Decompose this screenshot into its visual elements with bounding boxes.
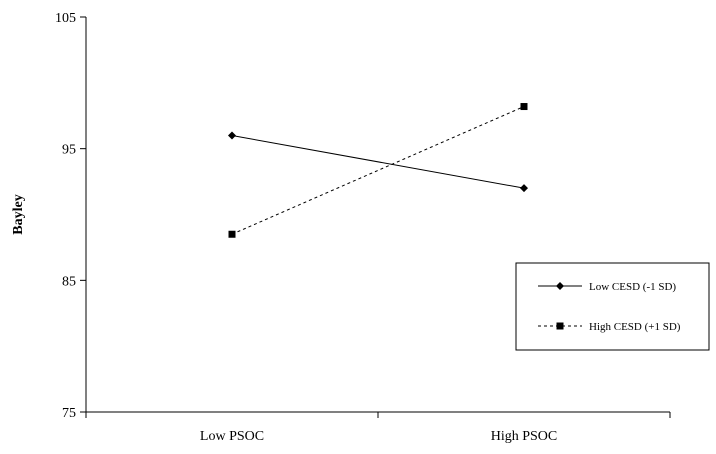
x-tick-label: High PSOC [491,429,558,444]
x-tick-label: Low PSOC [200,429,264,444]
y-axis-label: Bayley [11,194,26,234]
y-tick-label: 75 [62,406,76,421]
x-ticks: Low PSOC High PSOC [85,412,671,444]
series-line [231,106,525,235]
data-point [520,184,528,193]
legend-marker [556,322,564,330]
y-ticks: 105 95 85 75 [55,11,86,421]
y-tick-label: 95 [62,143,76,158]
y-tick-label: 105 [55,11,76,26]
data-point [228,131,236,140]
axes [85,17,670,413]
legend-box [515,262,710,351]
series-line [231,135,525,189]
data-point [228,230,236,238]
series-group [228,103,528,238]
legend: Low CESD (-1 SD) High CESD (+1 SD) [515,262,710,351]
legend-item: Low CESD (-1 SD) [538,281,676,293]
legend-item: High CESD (+1 SD) [538,321,681,333]
series-2 [228,103,528,238]
data-point [520,103,528,111]
y-tick-label: 85 [62,274,76,289]
legend-label: Low CESD (-1 SD) [589,281,676,293]
legend-label: High CESD (+1 SD) [589,321,681,333]
legend-marker [556,282,564,290]
series-1 [228,131,528,193]
